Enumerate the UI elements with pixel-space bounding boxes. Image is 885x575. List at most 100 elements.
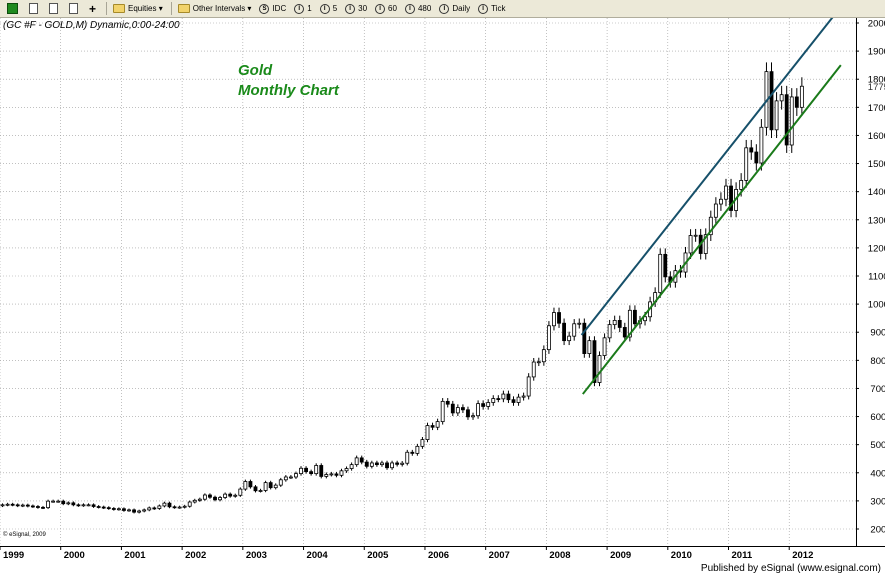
candles — [0, 62, 804, 514]
candle-body — [541, 349, 546, 363]
candle-body — [96, 506, 101, 508]
candle-body — [385, 462, 389, 469]
candle-body — [546, 325, 551, 351]
candle-body — [177, 506, 182, 509]
x-tick-label: 2005 — [367, 550, 389, 561]
candle-body — [759, 126, 764, 164]
interval-tick-button[interactable]: I Tick — [475, 2, 508, 16]
candle-body — [152, 507, 157, 510]
y-tick-label: 12000 — [868, 243, 885, 254]
candle-body — [425, 425, 430, 441]
interval-icon: I — [404, 3, 415, 14]
chart-header: (GC #F - GOLD,M) Dynamic,0:00-24:00 — [3, 20, 180, 31]
candle-body — [501, 393, 506, 400]
y-tick-label: 15000 — [868, 159, 885, 170]
candle-body — [273, 484, 278, 489]
x-tick-label: 2002 — [185, 550, 206, 561]
properties-button[interactable] — [66, 2, 84, 16]
candle-body — [86, 504, 91, 507]
candle-body — [784, 94, 789, 146]
candle-body — [440, 400, 445, 423]
candle-body — [91, 504, 96, 507]
x-tick-label: 2012 — [792, 550, 813, 561]
x-tick-label: 2008 — [549, 550, 570, 561]
annotation-title: Gold — [238, 62, 273, 79]
candle-body — [41, 506, 45, 509]
candle-body — [374, 462, 379, 466]
x-tick-label: 2004 — [307, 550, 329, 561]
folder-icon — [113, 4, 126, 13]
candle-body — [491, 398, 496, 403]
lower-channel-line — [582, 64, 842, 395]
candle-body — [794, 96, 799, 108]
candle-body — [658, 253, 663, 293]
candle-body — [476, 403, 481, 417]
interval-daily-button[interactable]: I Daily — [436, 2, 473, 16]
candle-body — [263, 482, 268, 491]
y-axis: 2000 3000 4000 5000 6000 7000 8000 9000 10000 110… — [856, 19, 885, 536]
intervals-dropdown[interactable]: Other Intervals ▾ — [175, 2, 255, 16]
candle-body — [304, 467, 308, 473]
equities-dropdown[interactable]: Equities ▾ — [110, 2, 166, 16]
candle-body — [137, 510, 142, 513]
candle-body — [223, 493, 228, 498]
idc-button[interactable]: S IDC — [256, 2, 289, 16]
chart-type-button[interactable] — [4, 2, 24, 16]
interval-icon: I — [294, 3, 305, 14]
candle-body — [521, 395, 526, 398]
candle-body — [516, 396, 521, 403]
candle-body — [531, 361, 536, 378]
candle-body — [754, 151, 759, 164]
candle-body — [405, 451, 410, 464]
x-tick-label: 2011 — [732, 550, 753, 561]
y-tick-label: 11000 — [868, 272, 885, 283]
candle-body — [208, 494, 212, 498]
candle-body — [607, 324, 612, 339]
x-tick-label: 2006 — [428, 550, 449, 561]
candle-body — [192, 499, 197, 503]
candle-body — [592, 340, 597, 383]
interval-480-button[interactable]: I 480 — [402, 2, 434, 16]
candle-body — [779, 94, 784, 102]
candle-body — [253, 486, 258, 492]
copy-page-button[interactable] — [46, 2, 64, 16]
candle-body — [61, 500, 66, 505]
interval-icon: I — [375, 3, 386, 14]
last-price-label: 17750 — [868, 82, 885, 93]
interval-30-button[interactable]: I 30 — [342, 2, 370, 16]
candle-body — [364, 461, 369, 467]
candle-body — [56, 500, 61, 503]
candle-body — [127, 509, 131, 512]
add-button[interactable]: + — [89, 1, 97, 16]
candle-body — [557, 312, 561, 324]
interval-60-button[interactable]: I 60 — [372, 2, 400, 16]
candle-body — [420, 439, 425, 447]
candle-body — [30, 505, 35, 508]
candle-body — [729, 185, 733, 211]
candle-body — [299, 467, 303, 475]
candle-body — [617, 320, 622, 328]
y-tick-label: 3000 — [870, 496, 885, 507]
candle-body — [106, 507, 111, 510]
interval-icon: I — [478, 3, 489, 14]
candle-body — [46, 500, 50, 509]
interval-icon: I — [319, 3, 330, 14]
toolbar-separator — [106, 2, 108, 15]
new-page-button[interactable] — [26, 2, 44, 16]
bar-chart-icon — [7, 3, 18, 14]
candle-body — [202, 494, 207, 500]
candle-body — [142, 509, 147, 512]
candle-body — [162, 502, 167, 507]
chart-area[interactable]: 2000 3000 4000 5000 6000 7000 8000 9000 10000 110… — [0, 18, 885, 575]
candle-body — [25, 504, 30, 507]
candle-body — [455, 407, 460, 414]
candle-body — [435, 421, 440, 428]
candle-body — [719, 198, 723, 205]
y-tick-label: 17000 — [868, 103, 885, 114]
equities-label: Equities — [128, 4, 157, 13]
y-tick-label: 9000 — [870, 328, 885, 339]
